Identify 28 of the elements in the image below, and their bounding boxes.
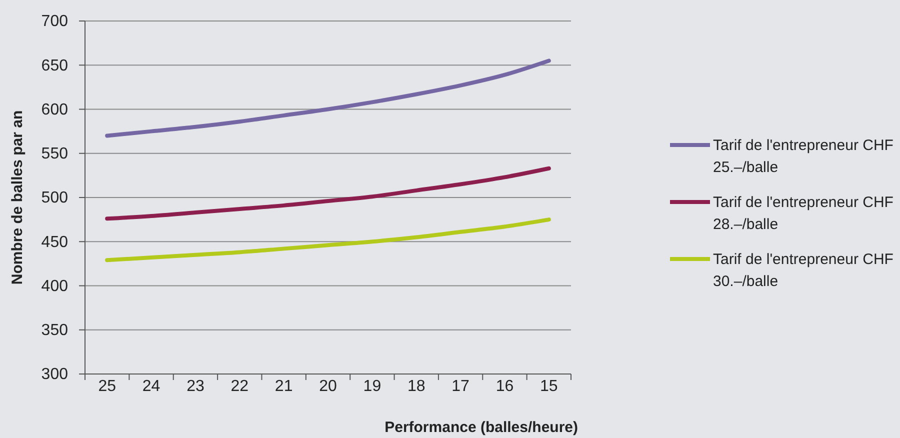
legend-label: Tarif de l'entrepreneur CHF 28.–/balle bbox=[713, 194, 894, 233]
x-tick-label: 21 bbox=[274, 378, 293, 395]
legend-label: Tarif de l'entrepreneur CHF 25.–/balle bbox=[713, 137, 894, 176]
x-tick-label: 23 bbox=[186, 378, 204, 395]
x-tick-label: 15 bbox=[540, 378, 558, 395]
x-tick-label: 17 bbox=[452, 378, 470, 395]
y-tick-label: 700 bbox=[41, 13, 68, 30]
x-tick-label: 22 bbox=[230, 378, 249, 395]
x-tick-label: 19 bbox=[363, 378, 382, 395]
y-tick-label: 600 bbox=[41, 101, 68, 118]
y-tick-label: 650 bbox=[41, 57, 68, 74]
x-tick-label: 18 bbox=[407, 378, 426, 395]
y-axis-title: Nombre de balles par an bbox=[9, 110, 26, 285]
y-tick-label: 400 bbox=[41, 278, 68, 295]
x-tick-label: 16 bbox=[496, 378, 514, 395]
y-tick-label: 350 bbox=[41, 322, 68, 339]
line-series bbox=[105, 58, 551, 138]
x-tick-label: 25 bbox=[98, 378, 116, 395]
y-tick-label: 300 bbox=[41, 366, 68, 384]
legend-label: Tarif de l'entrepreneur CHF 30.–/balle bbox=[713, 251, 894, 290]
y-tick-label: 450 bbox=[41, 234, 68, 251]
x-tick-label: 20 bbox=[319, 378, 337, 395]
x-tick-label: 24 bbox=[142, 378, 160, 395]
y-tick-label: 500 bbox=[41, 190, 68, 207]
line-series bbox=[105, 166, 551, 221]
y-tick-label: 550 bbox=[41, 145, 68, 162]
line-series bbox=[105, 218, 551, 262]
x-axis-title: Performance (balles/heure) bbox=[384, 419, 578, 436]
